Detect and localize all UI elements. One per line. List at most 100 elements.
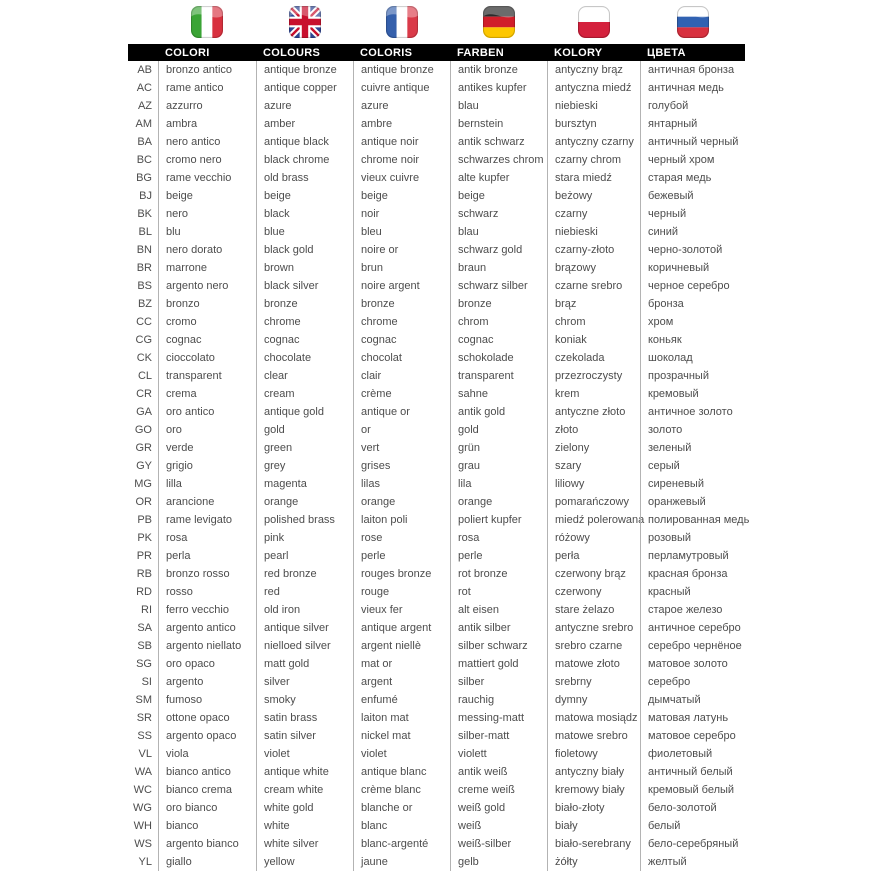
row-italian: bianco antico [158,763,256,781]
row-polish: przezroczysty [547,367,640,385]
row-italian: cognac [158,331,256,349]
row-polish: czarny [547,205,640,223]
row-german: weiß gold [450,799,547,817]
row-polish: czarny-złoto [547,241,640,259]
row-german: antik weiß [450,763,547,781]
row-french: perle [353,547,450,565]
row-french: rouges bronze [353,565,450,583]
row-german: creme weiß [450,781,547,799]
row-english: white [256,817,353,835]
row-polish: koniak [547,331,640,349]
row-english: pearl [256,547,353,565]
row-italian: fumoso [158,691,256,709]
row-german: schwarzes chrom [450,151,547,169]
row-english: cream white [256,781,353,799]
row-english: yellow [256,853,353,871]
row-code: WH [133,820,152,832]
row-italian: nero [158,205,256,223]
row-russian: бежевый [640,187,745,205]
table-row: RB bronzo rosso red bronze rouges bronze… [128,565,745,583]
header-colours: COLOURS [263,46,321,59]
row-russian: черный [640,205,745,223]
row-polish: brązowy [547,259,640,277]
row-english: cognac [256,331,353,349]
row-english: brown [256,259,353,277]
row-russian: античная медь [640,79,745,97]
row-polish: fioletowy [547,745,640,763]
row-french: nickel mat [353,727,450,745]
row-english: orange [256,493,353,511]
russia-flag-icon [640,6,745,38]
row-russian: зеленый [640,439,745,457]
table-row: BJ beige beige beige beige beżowy бежевы… [128,187,745,205]
row-italian: viola [158,745,256,763]
flag-spacer [128,6,158,38]
table-row: PB rame levigato polished brass laiton p… [128,511,749,529]
row-french: antique blanc [353,763,450,781]
row-german: antik schwarz [450,133,547,151]
row-german: silber-matt [450,727,547,745]
row-code: OR [135,496,153,508]
row-russian: черный хром [640,151,745,169]
row-italian: giallo [158,853,256,871]
table-row: CR crema cream crème sahne krem кремовый [128,385,745,403]
row-code: BK [137,208,152,220]
row-russian: оранжевый [640,493,745,511]
row-french: bleu [353,223,450,241]
row-english: black gold [256,241,353,259]
row-polish: liliowy [547,475,640,493]
table-row: GY grigio grey grises grau szary серый [128,457,745,475]
row-french: noir [353,205,450,223]
table-row: SM fumoso smoky enfumé rauchig dymny дым… [128,691,745,709]
row-russian: белый [640,817,745,835]
table-header-row: COLORI COLOURS COLORIS FARBEN KOLORY ЦВЕ… [128,44,745,61]
row-french: orange [353,493,450,511]
row-polish: kremowy biały [547,781,640,799]
row-polish: matowe srebro [547,727,640,745]
table-row: AZ azzurro azure azure blau niebieski го… [128,97,745,115]
row-code: BJ [139,190,152,202]
row-german: antik bronze [450,61,547,79]
row-russian: желтый [640,853,745,871]
row-german: antik silber [450,619,547,637]
row-italian: lilla [158,475,256,493]
row-polish: niebieski [547,97,640,115]
row-italian: oro antico [158,403,256,421]
row-french: vieux fer [353,601,450,619]
row-italian: argento nero [158,277,256,295]
row-code: VL [138,748,152,760]
table-row: SB argento niellato nielloed silver arge… [128,637,745,655]
row-german: violett [450,745,547,763]
row-french: azure [353,97,450,115]
row-german: poliert kupfer [450,511,547,529]
row-english: violet [256,745,353,763]
row-italian: bronzo rosso [158,565,256,583]
row-italian: rosa [158,529,256,547]
row-polish: srebrny [547,673,640,691]
row-russian: перламутровый [640,547,745,565]
row-italian: grigio [158,457,256,475]
row-code: GR [135,442,153,454]
row-polish: srebro czarne [547,637,640,655]
row-code: YL [138,856,152,868]
header-coloris: COLORIS [360,46,413,59]
row-italian: oro [158,421,256,439]
table-row: CL transparent clear clair transparent p… [128,367,745,385]
row-italian: blu [158,223,256,241]
row-german: bernstein [450,115,547,133]
row-polish: zielony [547,439,640,457]
row-russian: старое железо [640,601,745,619]
row-french: mat or [353,655,450,673]
row-polish: biały [547,817,640,835]
row-french: rouge [353,583,450,601]
row-italian: bianco [158,817,256,835]
row-english: clear [256,367,353,385]
row-code: WG [133,802,152,814]
row-italian: argento antico [158,619,256,637]
row-english: old iron [256,601,353,619]
row-german: schokolade [450,349,547,367]
row-code: RB [136,568,152,580]
row-french: vieux cuivre [353,169,450,187]
row-english: red bronze [256,565,353,583]
